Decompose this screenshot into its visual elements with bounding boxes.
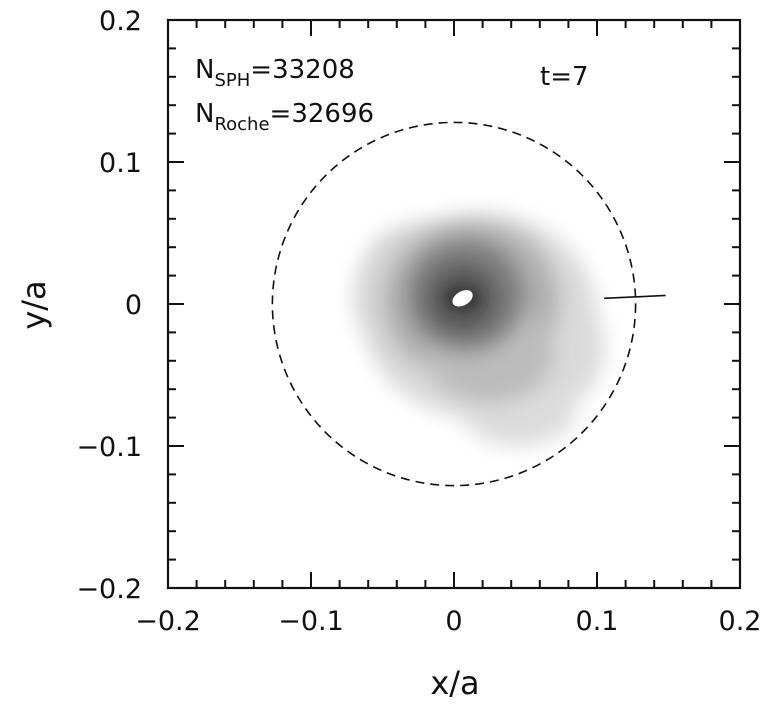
- y-tick-label: 0.2: [99, 6, 142, 37]
- y-tick-labels: −0.2 −0.1 0 0.1 0.2: [76, 6, 142, 605]
- x-tick-label: −0.2: [135, 606, 201, 637]
- y-tick-label: 0.1: [99, 148, 142, 179]
- x-tick-label: 0.1: [576, 606, 619, 637]
- x-tick-label: 0.2: [719, 606, 762, 637]
- x-tick-labels: −0.2 −0.1 0 0.1 0.2: [135, 606, 761, 637]
- y-tick-label: −0.2: [76, 574, 142, 605]
- particle-density: [353, 212, 605, 447]
- y-tick-label: 0: [125, 290, 142, 321]
- marker-segment: [604, 294, 666, 300]
- y-tick-label: −0.1: [76, 432, 142, 463]
- y-axis-label: y/a: [15, 280, 53, 329]
- core-bright: [452, 290, 473, 307]
- x-tick-label: −0.1: [278, 606, 344, 637]
- x-tick-label: 0: [445, 606, 462, 637]
- n-sph-annotation: NSPH=33208: [195, 55, 355, 91]
- roche-lobe-circle: [271, 121, 637, 487]
- n-roche-annotation: NRoche=32696: [195, 99, 374, 135]
- time-annotation: t=7: [540, 62, 589, 92]
- axis-ticks: [167, 19, 741, 589]
- x-axis-label: x/a: [430, 664, 479, 702]
